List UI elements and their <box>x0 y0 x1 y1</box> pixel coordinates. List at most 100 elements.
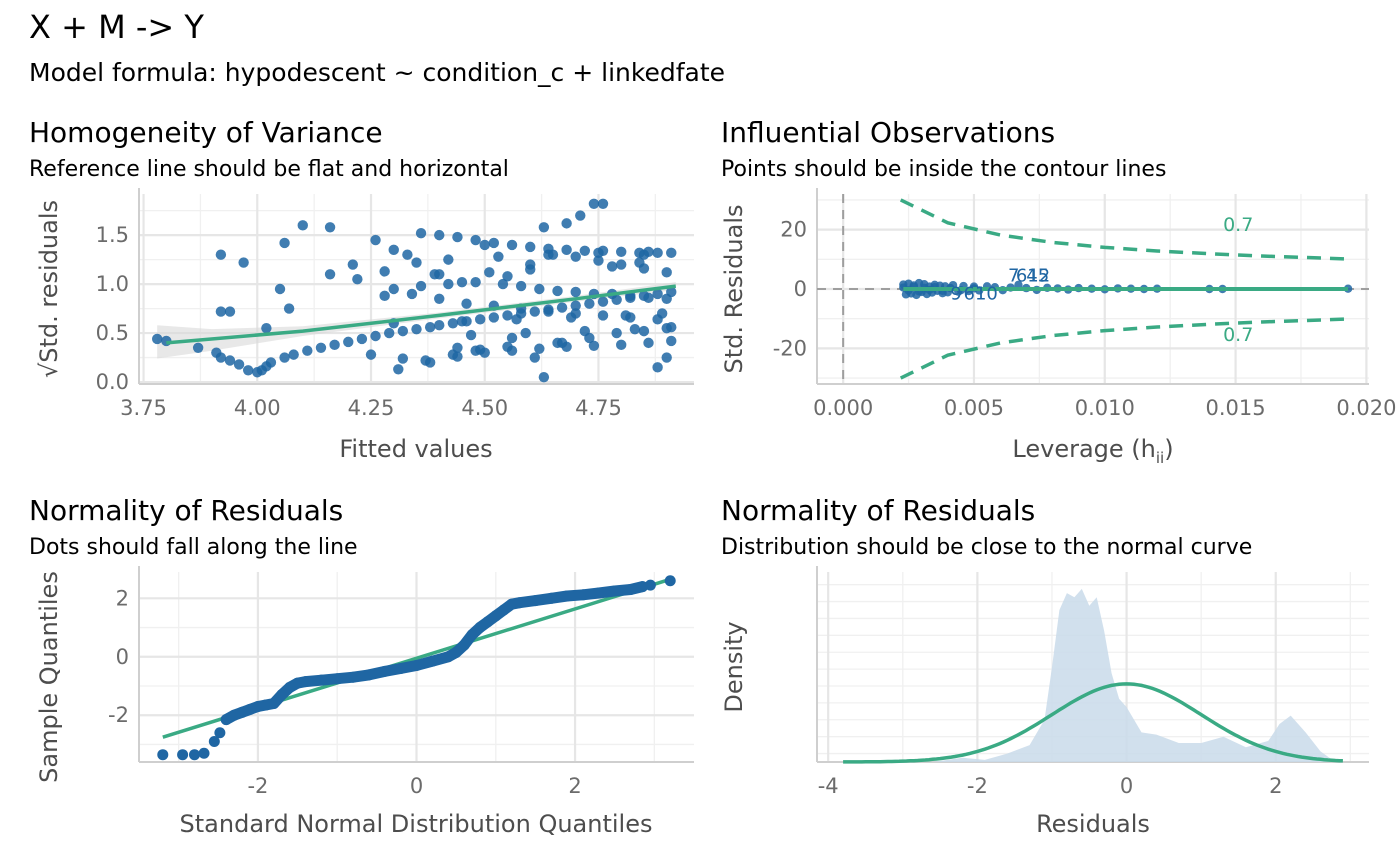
data-point <box>629 323 641 335</box>
data-point <box>561 218 572 229</box>
panel-2: Influential Observations Points should be… <box>720 116 1396 467</box>
data-point <box>606 261 618 272</box>
data-point <box>315 342 327 353</box>
y-axis-label: Std. Residuals <box>720 205 748 374</box>
data-point <box>274 283 286 295</box>
data-point <box>411 323 422 335</box>
data-point <box>402 249 413 260</box>
data-point <box>283 303 295 314</box>
data-point <box>261 322 272 334</box>
data-point <box>488 237 500 249</box>
data-point <box>393 364 404 375</box>
data-point <box>443 278 454 290</box>
point-label: 9 <box>950 283 961 304</box>
data-point <box>611 327 622 339</box>
data-point <box>388 283 399 295</box>
point-label: 610 <box>964 283 998 304</box>
data-point <box>297 220 308 231</box>
data-point <box>388 244 399 256</box>
data-point <box>470 345 481 356</box>
data-point <box>434 293 445 304</box>
data-point <box>288 349 299 360</box>
x-tick-label: -2 <box>967 774 988 798</box>
data-point <box>565 312 577 323</box>
panel-subtitle: Dots should fall along the line <box>29 535 358 560</box>
data-point <box>543 306 554 317</box>
data-point <box>643 337 654 349</box>
data-point <box>379 290 390 302</box>
data-point <box>215 352 227 363</box>
data-point <box>302 345 313 356</box>
data-point <box>556 302 568 313</box>
x-axis-label: Standard Normal Distribution Quantiles <box>180 810 653 838</box>
data-point <box>666 321 677 333</box>
data-point <box>502 310 513 321</box>
data-point <box>347 259 359 270</box>
x-tick-label: -4 <box>818 774 839 798</box>
data-point <box>215 306 227 317</box>
data-point <box>279 237 290 249</box>
data-point <box>652 288 663 300</box>
y-tick-label: 0.0 <box>96 370 129 394</box>
data-point <box>661 293 672 304</box>
data-point <box>588 340 600 352</box>
data-point <box>177 749 189 761</box>
data-point <box>570 300 581 311</box>
data-point <box>543 249 554 260</box>
data-point <box>434 229 445 241</box>
data-point <box>461 298 472 309</box>
data-point <box>214 727 226 739</box>
data-point <box>242 365 254 376</box>
x-tick-label: 4.75 <box>575 396 622 420</box>
data-point <box>634 257 645 268</box>
data-point <box>538 222 550 233</box>
panel-3: Normality of Residuals Dots should fall a… <box>29 494 694 838</box>
data-point <box>429 269 440 280</box>
data-point <box>352 274 363 285</box>
y-axis-label: Sample Quantiles <box>35 571 63 783</box>
data-point <box>343 336 354 348</box>
data-point <box>488 312 500 323</box>
data-point <box>616 339 627 351</box>
x-tick-label: 3.75 <box>120 396 167 420</box>
data-point <box>420 355 431 366</box>
data-point <box>474 314 486 325</box>
data-point <box>493 251 504 262</box>
data-point <box>597 310 609 321</box>
smooth-line <box>166 284 677 345</box>
data-point <box>434 320 445 331</box>
data-point <box>370 330 381 342</box>
data-point <box>447 318 459 329</box>
y-axis-label: Density <box>720 621 748 712</box>
data-point <box>484 267 495 278</box>
data-point <box>411 257 422 268</box>
data-point <box>470 234 481 246</box>
figure-title: X + M -> Y <box>29 8 204 46</box>
data-point <box>502 271 513 282</box>
data-point <box>452 231 463 243</box>
x-axis-label-subscript: ii <box>1156 449 1164 467</box>
data-point <box>452 342 463 353</box>
y-tick-label: -20 <box>773 336 807 360</box>
data-point <box>365 349 377 360</box>
x-tick-label: 0.000 <box>813 396 873 420</box>
data-point <box>456 276 468 288</box>
data-point <box>538 371 550 383</box>
x-tick-label: 0.005 <box>944 396 1004 420</box>
data-point <box>465 329 477 341</box>
data-point <box>588 198 600 209</box>
panel-title: Normality of Residuals <box>29 494 343 527</box>
contour-label: 0.7 <box>1223 324 1253 346</box>
data-point <box>415 280 427 292</box>
data-point <box>652 362 663 373</box>
data-point <box>506 239 518 251</box>
data-point <box>515 280 527 292</box>
panel-1: Homogeneity of Variance Reference line sh… <box>29 116 694 463</box>
y-tick-label: 1.0 <box>96 272 129 296</box>
y-tick-label: -2 <box>108 703 129 727</box>
residual-points <box>151 198 677 383</box>
x-tick-label: 4.00 <box>234 396 281 420</box>
data-point <box>233 359 245 370</box>
panel-subtitle: Points should be inside the contour line… <box>721 157 1166 182</box>
